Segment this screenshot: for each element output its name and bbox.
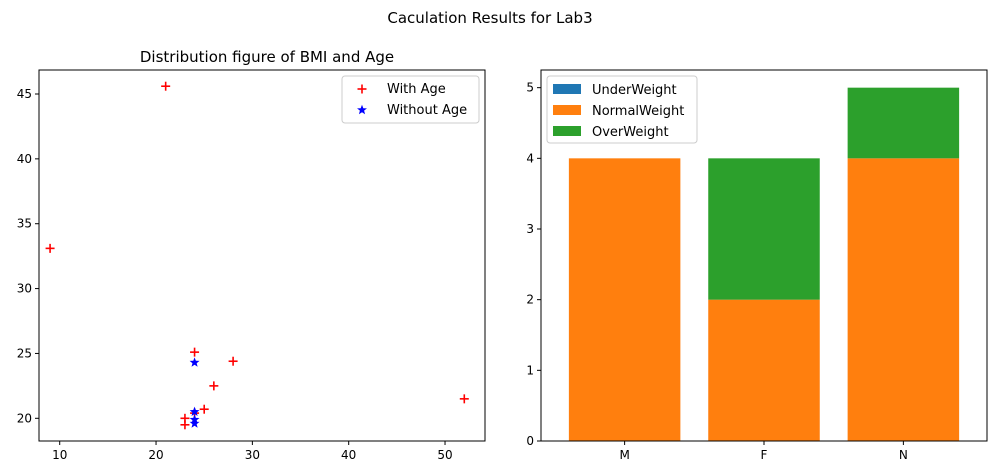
y-tick-label: 3 [526,222,534,236]
with-age-point [45,243,55,253]
bar-legend: UnderWeight NormalWeight OverWeight [546,75,698,144]
scatter-tick-group: 10 20 30 40 50 20 25 30 35 40 45 [17,87,453,462]
x-tick-label: 50 [437,448,452,462]
y-tick-label: 4 [526,151,534,165]
legend-marker-without-age [357,104,367,115]
with-age-point [228,356,238,366]
legend-swatch-overweight [553,126,581,136]
scatter-plot-frame [38,69,486,442]
bar-overweight-n [847,87,960,159]
legend-label-overweight: OverWeight [592,125,669,140]
legend-swatch-normalweight [553,105,581,115]
legend-label-underweight: UnderWeight [592,83,677,98]
y-tick-label: 30 [17,282,32,296]
y-tick-label: 1 [526,363,534,377]
without-age-point [189,357,200,367]
scatter-legend-box [341,75,480,124]
x-tick-label: 30 [245,448,260,462]
legend-label-without-age: Without Age [387,103,467,118]
scatter-legend: With Age Without Age [341,75,480,124]
scatter-marks-group [45,81,469,430]
bar-tick-group: 0 1 2 3 4 5 M F N [526,81,908,462]
x-tick-label: 20 [148,448,163,462]
scatter-legend-markers [357,84,367,115]
scatter-chart-title: Distribution figure of BMI and Age [140,48,394,66]
with-age-point [161,81,171,91]
legend-label-normalweight: NormalWeight [592,104,684,119]
y-tick-label: 0 [526,434,534,448]
x-tick-label-m: M [619,448,629,462]
legend-swatch-underweight [553,84,581,94]
stacked-bar-chart: 0 1 2 3 4 5 M F N UnderWeight NormalWeight OverW… [526,69,988,462]
with-age-point [190,347,200,357]
x-tick-label: 10 [52,448,67,462]
y-tick-label: 45 [17,87,32,101]
bar-normalweight-m [568,158,681,442]
legend-label-with-age: With Age [387,82,446,97]
y-tick-label: 25 [17,346,32,360]
y-tick-label: 40 [17,152,32,166]
figure-suptitle: Caculation Results for Lab3 [387,9,592,27]
x-tick-label: 40 [341,448,356,462]
x-tick-label-n: N [899,448,908,462]
bar-normalweight-n [847,158,960,442]
scatter-chart: Distribution figure of BMI and Age 10 20 3… [17,48,486,462]
bar-normalweight-f [708,299,820,441]
with-age-point [199,404,209,414]
with-age-point [180,420,190,430]
bar-legend-box [546,75,698,144]
legend-marker-with-age [357,84,367,94]
x-tick-label-f: F [761,448,768,462]
y-tick-label: 5 [526,81,534,95]
with-age-point [459,394,469,404]
bar-marks-group [568,87,960,442]
with-age-point [209,381,219,391]
bar-overweight-f [708,158,820,300]
y-tick-label: 20 [17,411,32,425]
bar-legend-swatches [553,84,581,136]
without-age-point [189,418,200,428]
bar-plot-frame [540,69,988,442]
y-tick-label: 2 [526,293,534,307]
y-tick-label: 35 [17,217,32,231]
without-age-point [189,406,200,417]
